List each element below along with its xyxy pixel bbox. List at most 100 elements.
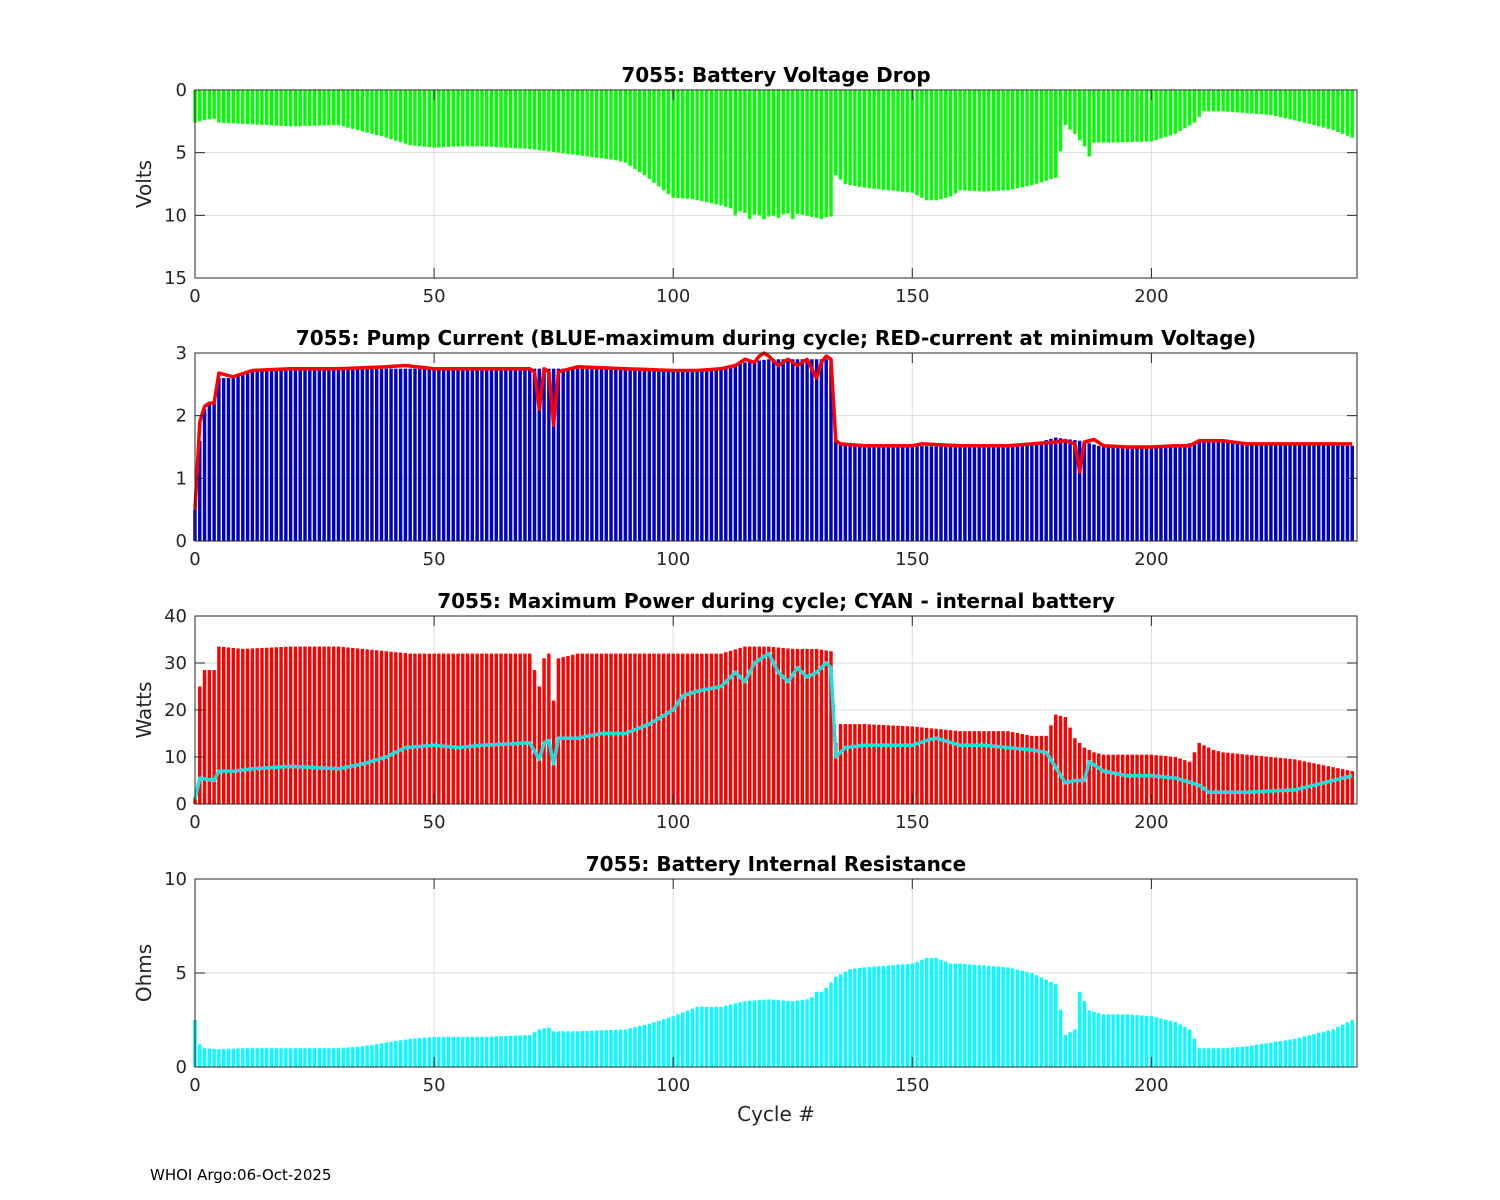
bar-2-120 xyxy=(767,359,771,541)
bar-4-77 xyxy=(561,1031,565,1067)
bar-4-98 xyxy=(661,1019,666,1067)
bar-2-156 xyxy=(939,446,943,541)
bar-3-238 xyxy=(1331,767,1335,804)
bar-3-103 xyxy=(685,653,690,804)
bar-2-205 xyxy=(1173,447,1178,541)
bar-1-83 xyxy=(590,90,594,158)
bar-3-104 xyxy=(690,653,695,804)
bar-4-174 xyxy=(1025,971,1029,1067)
bar-3-156 xyxy=(939,729,943,804)
bar-1-221 xyxy=(1250,90,1254,114)
bar-4-57 xyxy=(465,1036,470,1067)
bar-3-59 xyxy=(475,653,479,804)
bar-4-69 xyxy=(523,1035,527,1067)
bar-4-61 xyxy=(484,1036,489,1067)
bar-3-114 xyxy=(738,647,742,804)
bar-4-94 xyxy=(642,1024,647,1067)
y-tick-label: 30 xyxy=(164,653,187,674)
bar-4-219 xyxy=(1240,1046,1244,1067)
bar-4-204 xyxy=(1168,1020,1173,1067)
bar-3-195 xyxy=(1125,754,1130,804)
bar-1-82 xyxy=(585,90,589,157)
bar-4-110 xyxy=(719,1006,723,1067)
bar-2-208 xyxy=(1187,443,1192,541)
x-tick-label: 200 xyxy=(1134,286,1168,307)
bar-3-214 xyxy=(1216,751,1221,804)
bar-4-236 xyxy=(1321,1031,1326,1067)
bar-1-80 xyxy=(575,90,580,156)
bar-4-136 xyxy=(843,971,848,1067)
bar-1-114 xyxy=(738,90,742,212)
bar-1-178 xyxy=(1044,90,1048,181)
bar-4-198 xyxy=(1140,1015,1144,1067)
bar-1-49 xyxy=(427,90,432,148)
bar-1-56 xyxy=(461,90,465,147)
bar-1-132 xyxy=(824,90,828,218)
bar-2-90 xyxy=(623,368,628,541)
bar-4-178 xyxy=(1044,979,1048,1067)
bar-1-89 xyxy=(618,90,623,162)
bar-2-17 xyxy=(274,369,279,541)
bar-2-233 xyxy=(1307,445,1311,541)
bar-3-78 xyxy=(566,655,570,804)
bar-1-41 xyxy=(389,90,393,140)
bar-2-29 xyxy=(331,368,336,541)
bar-1-157 xyxy=(944,90,948,198)
bar-4-118 xyxy=(757,1000,761,1067)
chart-4: 0 50 100 150 200 0 5 10 7055: Battery Internal R… xyxy=(132,852,1358,1126)
bar-4-176 xyxy=(1034,975,1039,1067)
bar-1-18 xyxy=(279,90,283,126)
bar-2-113 xyxy=(733,364,738,541)
bar-2-207 xyxy=(1183,444,1187,541)
bar-1-141 xyxy=(867,90,871,189)
bar-3-112 xyxy=(728,650,733,804)
bar-1-109 xyxy=(714,90,718,205)
bar-4-38 xyxy=(374,1044,379,1067)
bar-4-48 xyxy=(422,1037,427,1067)
bar-2-48 xyxy=(422,368,427,541)
bar-2-174 xyxy=(1025,444,1029,541)
bar-2-216 xyxy=(1226,442,1230,541)
bar-1-170 xyxy=(1006,90,1010,191)
bar-1-187 xyxy=(1087,90,1091,157)
x-tick-label: 100 xyxy=(656,549,690,570)
bar-2-228 xyxy=(1283,444,1287,541)
bar-1-238 xyxy=(1331,90,1335,131)
bar-4-150 xyxy=(910,963,915,1067)
x-tick-label: 0 xyxy=(189,286,200,307)
bar-2-52 xyxy=(441,368,446,541)
bar-3-55 xyxy=(456,653,460,804)
bar-3-230 xyxy=(1293,759,1297,804)
bar-3-68 xyxy=(518,653,522,804)
bar-2-1 xyxy=(198,440,202,541)
bar-2-100 xyxy=(671,370,675,541)
bar-2-224 xyxy=(1264,444,1268,541)
bar-3-74 xyxy=(547,653,551,804)
bar-1-30 xyxy=(336,90,341,126)
bar-1-214 xyxy=(1216,90,1221,112)
bar-3-148 xyxy=(900,725,905,804)
bar-2-145 xyxy=(886,445,891,541)
bar-3-9 xyxy=(236,648,240,804)
y-tick-label: 0 xyxy=(176,531,187,552)
bar-3-177 xyxy=(1039,735,1044,804)
bar-3-84 xyxy=(594,653,599,804)
bar-1-205 xyxy=(1173,90,1178,134)
bar-2-150 xyxy=(910,445,915,541)
bar-4-53 xyxy=(446,1036,451,1067)
bar-2-94 xyxy=(642,369,647,541)
bar-2-195 xyxy=(1125,447,1130,541)
bar-1-237 xyxy=(1326,90,1331,129)
bar-3-210 xyxy=(1197,742,1201,804)
bar-4-62 xyxy=(489,1036,494,1067)
x-tick-label: 200 xyxy=(1134,1075,1168,1096)
bar-3-47 xyxy=(418,653,422,804)
bar-4-10 xyxy=(241,1048,245,1067)
bar-1-236 xyxy=(1321,90,1326,128)
bar-4-82 xyxy=(585,1030,589,1067)
bar-1-198 xyxy=(1140,90,1144,142)
bar-2-137 xyxy=(848,444,852,541)
bar-3-209 xyxy=(1192,752,1197,804)
bar-3-151 xyxy=(915,726,919,804)
bar-2-80 xyxy=(575,368,580,541)
